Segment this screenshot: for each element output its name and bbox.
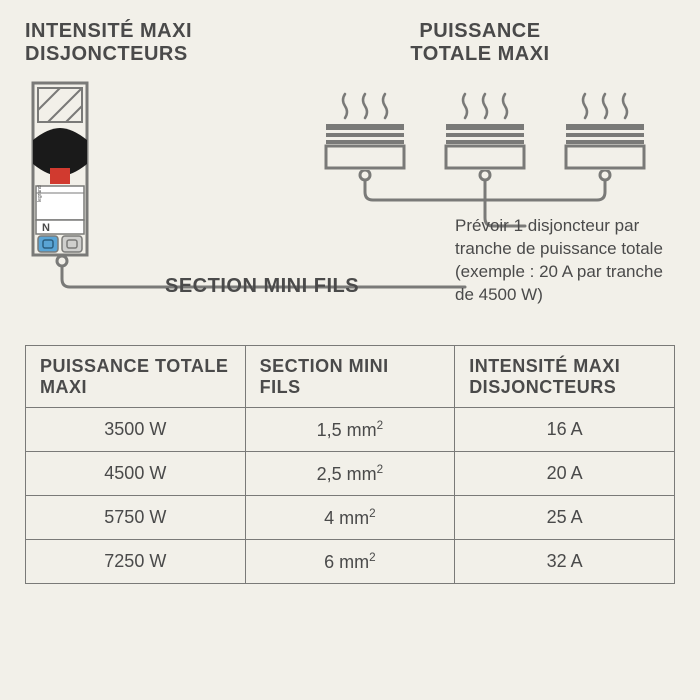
breaker-label-line2: DISJONCTEURS [25,43,188,65]
col-header-breaker: INTENSITÉ MAXIDISJONCTEURS [455,346,675,408]
advisory-note: Prévoir 1 disjoncteur par tranche de pui… [455,215,680,307]
heater-icon [320,90,410,170]
table-row: 7250 W6 mm232 A [26,540,675,584]
sizing-table: PUISSANCE TOTALEMAXI SECTION MINIFILS IN… [25,345,675,584]
col-header-power: PUISSANCE TOTALEMAXI [26,346,246,408]
table-header-row: PUISSANCE TOTALEMAXI SECTION MINIFILS IN… [26,346,675,408]
table-cell: 20 A [455,452,675,496]
table-row: 5750 W4 mm225 A [26,496,675,540]
table-row: 4500 W2,5 mm220 A [26,452,675,496]
table-cell: 25 A [455,496,675,540]
table-body: 3500 W1,5 mm216 A4500 W2,5 mm220 A5750 W… [26,408,675,584]
table-row: 3500 W1,5 mm216 A [26,408,675,452]
section-wire-label: SECTION MINI FILS [165,275,359,298]
col-header-section: SECTION MINIFILS [245,346,455,408]
svg-text:N: N [42,222,50,234]
diagram-area: INTENSITÉ MAXI DISJONCTEURS PUISSANCE TO… [25,20,675,330]
power-label-line2: TOTALE MAXI [410,43,549,65]
table-cell: 4 mm2 [245,496,455,540]
heaters-row [320,90,650,170]
breaker-label-line1: INTENSITÉ MAXI [25,20,192,42]
power-label-line1: PUISSANCE [419,20,540,42]
table-cell: 4500 W [26,452,246,496]
table-cell: 6 mm2 [245,540,455,584]
svg-text:legrand: legrand [37,185,43,202]
table-cell: 1,5 mm2 [245,408,455,452]
table-cell: 3500 W [26,408,246,452]
table-cell: 2,5 mm2 [245,452,455,496]
table-cell: 5750 W [26,496,246,540]
circuit-breaker-icon: legrand N [30,80,90,260]
table-cell: 32 A [455,540,675,584]
table-cell: 16 A [455,408,675,452]
heater-icon [440,90,530,170]
table-cell: 7250 W [26,540,246,584]
heater-icon [560,90,650,170]
breaker-label: INTENSITÉ MAXI DISJONCTEURS [25,20,192,66]
power-label: PUISSANCE TOTALE MAXI [400,20,560,66]
